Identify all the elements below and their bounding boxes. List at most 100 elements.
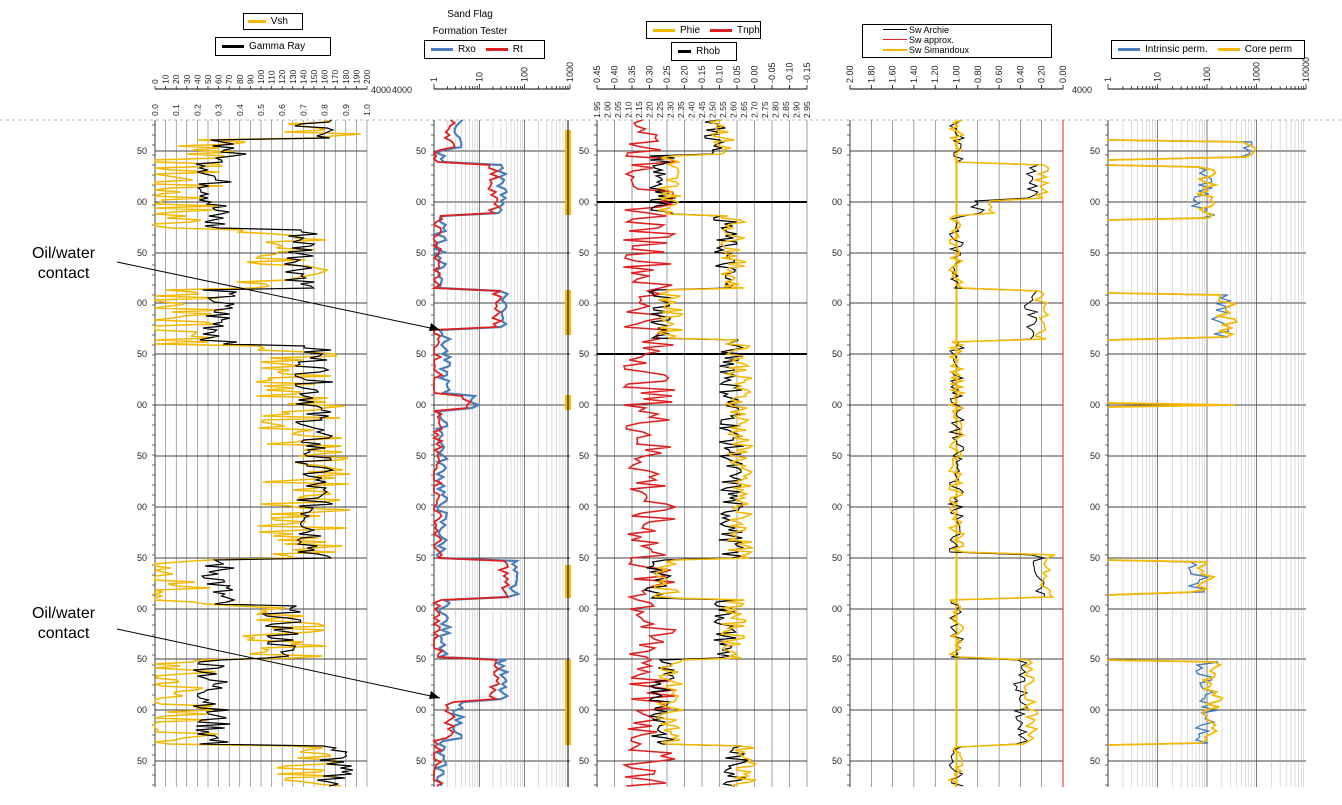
scale-tick-label: 0.00 [1058, 65, 1068, 83]
depth-tick-label: 00 [579, 197, 589, 207]
tnph-swatch [710, 28, 733, 32]
depth-tick-label: 00 [832, 604, 842, 614]
density-tick-label: 2.60 [729, 101, 739, 118]
gr-tick-label: 10 [161, 74, 171, 84]
scale-tick-label: 10 [1153, 72, 1163, 82]
depth-tick-label: 50 [832, 349, 842, 359]
depth-tick-label: 00 [1090, 705, 1100, 715]
scale-tick-label: 0.80 [973, 65, 983, 83]
density-tick-label: 2.45 [697, 101, 707, 118]
depth-tick-label: 00 [579, 400, 589, 410]
depth-tick-label: 50 [579, 146, 589, 156]
gr-tick-label: 100 [256, 70, 266, 84]
phie-swatch [653, 28, 675, 32]
density-tick-label: 2.70 [750, 101, 760, 118]
depth-tick-label: 00 [1090, 502, 1100, 512]
depth-tick-label: 50 [137, 756, 147, 766]
scale-tick-label: 1000 [565, 62, 575, 82]
vsh-tick-label: 1.0 [362, 104, 372, 116]
depth-tick-label: 50 [832, 553, 842, 563]
gr-tick-label: 30 [182, 74, 192, 84]
density-tick-label: 2.35 [676, 101, 686, 118]
rxo-curve [432, 119, 522, 787]
depth-tick-label: 50 [137, 349, 147, 359]
depth-tick-label: 50 [416, 654, 426, 664]
depth-tick-label: 50 [579, 248, 589, 258]
scale-tick-label: 0.25 [662, 65, 672, 83]
depth-tick-label: 50 [416, 451, 426, 461]
depth-tick-label: 50 [579, 654, 589, 664]
sw-simandoux-curve [947, 119, 1056, 787]
depth-tick-label: 00 [579, 705, 589, 715]
depth-tick-label: 50 [1090, 146, 1100, 156]
gr-tick-label: 50 [203, 74, 213, 84]
track-5: 50 00 50 00 50 00 50 00 50 00 50 00 50 4000 1 10 100 1000… [1072, 57, 1311, 787]
legend-track5: Intrinsic perm. Core perm [1111, 40, 1305, 59]
legend-label-sw-approx: Sw approx. [909, 35, 955, 45]
depth-tick-label: 00 [416, 705, 426, 715]
density-tick-label: 2.10 [624, 101, 634, 118]
depth-tick-label: 50 [832, 756, 842, 766]
gr-tick-label: 200 [362, 70, 372, 84]
scale-tick-label: 0.30 [645, 65, 655, 83]
density-tick-label: 2.95 [802, 101, 812, 118]
depth-tick-label: 50 [1090, 654, 1100, 664]
depth-tick-label: 50 [416, 146, 426, 156]
gr-tick-label: 70 [224, 74, 234, 84]
depth-tick-label: 50 [832, 654, 842, 664]
track-2: 50 00 50 00 50 00 50 00 50 00 50 00 50 4000 1 10 100 1000 [392, 62, 575, 787]
legend-label-vsh: Vsh [270, 16, 288, 27]
depth-tick-label: 00 [1090, 197, 1100, 207]
legend-label-sw-simandoux: Sw Simandoux [909, 45, 970, 55]
oil-water-contact-arrow-1 [116, 261, 441, 331]
density-tick-label: 2.00 [603, 101, 613, 118]
depth-tick-label: 50 [137, 553, 147, 563]
track-4: 50 00 50 00 50 00 50 00 50 00 50 00 50 2.00 1.80 1.60 1.… [832, 65, 1068, 787]
legend-track2: Rxo Rt [424, 40, 545, 59]
scale-tick-label: -0.10 [785, 62, 795, 83]
scale-tick-label: 0.40 [1015, 65, 1025, 83]
depth-tick-label: 00 [579, 604, 589, 614]
scale-tick-label: 1.20 [930, 65, 940, 83]
vsh-tick-label: 0.3 [214, 104, 224, 116]
scale-tick-label: 2.00 [845, 65, 855, 83]
depth-tick-label: 50 [579, 349, 589, 359]
depth-top-label: 4000 [392, 85, 412, 95]
depth-tick-label: 50 [832, 248, 842, 258]
density-tick-label: 2.40 [687, 101, 697, 118]
density-tick-label: 2.65 [739, 101, 749, 118]
density-tick-label: 1.95 [592, 101, 602, 118]
gr-tick-label: 60 [214, 74, 224, 84]
intrinsic-perm-curve [1107, 139, 1253, 746]
density-tick-label: 2.20 [645, 101, 655, 118]
depth-tick-label: 50 [579, 756, 589, 766]
depth-tick-label: 00 [137, 705, 147, 715]
track-3: 50 00 50 00 50 00 50 00 50 00 50 00 50 0.45 0.40 0.35 0.… [579, 62, 812, 787]
rt-swatch [485, 48, 508, 51]
scale-tick-label: 0.10 [715, 65, 725, 83]
density-tick-label: 2.75 [760, 101, 770, 118]
gr-tick-label: 40 [192, 74, 202, 84]
density-tick-label: 2.30 [666, 101, 676, 118]
sw-simandoux-swatch [883, 49, 907, 51]
depth-tick-label: 50 [416, 553, 426, 563]
scale-tick-label: 0.20 [1037, 65, 1047, 83]
density-tick-label: 2.55 [718, 101, 728, 118]
vsh-tick-label: 0.2 [192, 104, 202, 116]
depth-top-label: 4000 [1072, 85, 1092, 95]
depth-tick-label: 00 [832, 400, 842, 410]
scale-tick-label: 0.40 [610, 65, 620, 83]
density-tick-label: 2.15 [634, 101, 644, 118]
vsh-tick-label: 0.0 [150, 104, 160, 116]
sw-approx-swatch [883, 39, 907, 40]
vsh-tick-label: 0.7 [298, 104, 308, 116]
vsh-tick-label: 0.4 [235, 104, 245, 116]
gr-tick-label: 130 [288, 70, 298, 84]
depth-tick-label: 00 [416, 400, 426, 410]
vsh-curve [152, 119, 361, 787]
density-tick-label: 2.90 [792, 101, 802, 118]
depth-tick-label: 00 [832, 197, 842, 207]
depth-tick-label: 00 [137, 502, 147, 512]
depth-tick-label: 50 [416, 349, 426, 359]
depth-tick-label: 50 [1090, 756, 1100, 766]
